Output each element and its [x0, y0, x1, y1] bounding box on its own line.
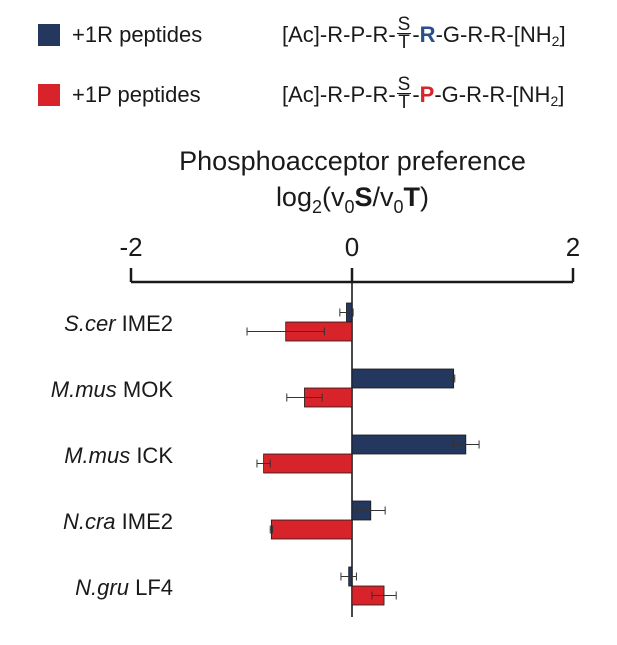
seq-end: ]	[559, 22, 566, 47]
plus1-residue: R	[419, 22, 436, 47]
seq-dash: -	[412, 22, 420, 47]
site-s: S	[396, 73, 412, 95]
title-t: T	[403, 182, 421, 212]
category-label: N.gru LF4	[75, 575, 173, 600]
site-s-over-t: S T	[396, 13, 412, 53]
chart-subtitle: log2(v0S/v0T)	[0, 182, 617, 217]
seq-end: ]	[558, 82, 565, 107]
seq-dash: -	[412, 82, 420, 107]
bar	[270, 519, 353, 540]
seq-prefix: [Ac]-R-P-R-	[282, 22, 396, 47]
title-open: (v	[321, 182, 345, 212]
category-label: S.cer IME2	[64, 311, 173, 336]
seq-suffix: -G-R-R-[NH	[434, 82, 551, 107]
chart-title: Phosphoacceptor preference	[179, 146, 526, 176]
legend-item-1r: +1R peptides [Ac]-R-P-R- S T - R -G-R-R-…	[38, 13, 566, 53]
plus1-residue: P	[419, 82, 435, 107]
title-slash: /v	[372, 182, 394, 212]
seq-prefix: [Ac]-R-P-R-	[282, 82, 396, 107]
title-v-sub-1: 0	[344, 197, 355, 217]
title-log-sub: 2	[311, 197, 322, 217]
category-label: M.mus ICK	[64, 443, 173, 468]
title-log: log	[275, 182, 312, 212]
site-s-over-t: S T	[396, 73, 412, 113]
title-v-sub-2: 0	[393, 197, 404, 217]
legend-label-1r: +1R peptides	[72, 22, 203, 47]
site-s: S	[396, 13, 412, 35]
title-close: )	[420, 182, 430, 212]
bar	[351, 434, 467, 455]
category-label: M.mus MOK	[51, 377, 174, 402]
legend-swatch-1r	[38, 24, 60, 46]
x-tick-label: 2	[566, 232, 580, 262]
bar	[263, 453, 353, 474]
seq-suffix: -G-R-R-[NH	[435, 22, 552, 47]
legend-sequence-1r: [Ac]-R-P-R- S T - R -G-R-R-[NH 2 ]	[282, 13, 566, 53]
legend-item-1p: +1P peptides [Ac]-R-P-R- S T - P -G-R-R-…	[38, 73, 565, 113]
title-s: S	[354, 182, 373, 212]
x-tick-label: -2	[119, 232, 142, 262]
category-label: N.cra IME2	[63, 509, 173, 534]
site-t: T	[398, 91, 410, 113]
bar	[351, 368, 455, 389]
legend-swatch-1p	[38, 84, 60, 106]
legend-label-1p: +1P peptides	[72, 82, 201, 107]
legend-sequence-1p: [Ac]-R-P-R- S T - P -G-R-R-[NH 2 ]	[282, 73, 565, 113]
x-tick-label: 0	[345, 232, 359, 262]
seq-subscript: 2	[550, 93, 559, 109]
site-t: T	[398, 31, 410, 53]
seq-subscript: 2	[551, 33, 560, 49]
